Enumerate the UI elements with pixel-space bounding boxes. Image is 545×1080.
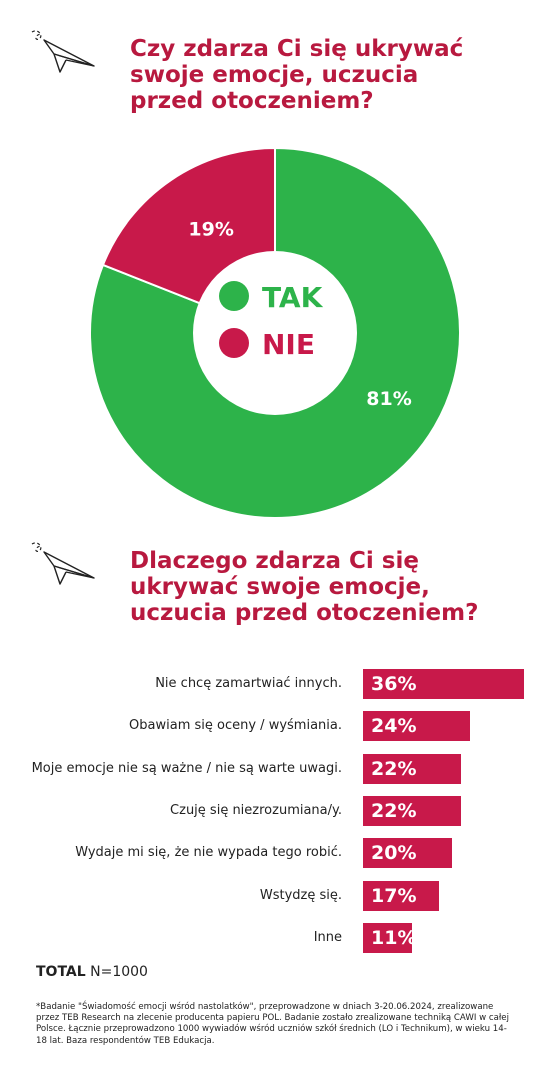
bar: 17%	[363, 880, 439, 911]
bar-row: Obawiam się oceny / wyśmiania. 24%	[0, 711, 545, 742]
total-label: TOTAL	[36, 964, 86, 980]
bar-row: Wydaje mi się, że nie wypada tego robić.…	[0, 838, 545, 869]
bar-value-label: 17%	[371, 884, 417, 907]
total-sample: TOTAL N=1000	[36, 964, 148, 980]
bar: 20%	[363, 838, 452, 869]
bar-category-label: Moje emocje nie są ważne / nie są warte …	[31, 760, 342, 776]
bar-value-label: 22%	[371, 757, 417, 780]
legend-swatch-tak	[219, 281, 249, 311]
question-title-1: Czy zdarza Ci się ukrywać swoje emocje, …	[130, 36, 464, 114]
chart-legend: TAK NIE	[219, 281, 324, 361]
bar-category-label: Obawiam się oceny / wyśmiania.	[129, 718, 342, 734]
question-title-2: Dlaczego zdarza Ci się ukrywać swoje emo…	[130, 548, 479, 626]
footnote: *Badanie "Świadomość emocji wśród nastol…	[36, 1002, 509, 1046]
bar: 22%	[363, 795, 461, 826]
bar-row: Inne 11%	[0, 922, 545, 953]
legend-label-nie: NIE	[262, 328, 315, 361]
bar-category-label: Czuję się niezrozumiana/y.	[170, 802, 342, 818]
bar-value-label: 11%	[371, 926, 417, 949]
bar: 36%	[363, 669, 524, 699]
pie-label-nie: 19%	[188, 218, 233, 240]
bar-value-label: 20%	[371, 842, 417, 865]
donut-chart: 81% 19% TAK NIE	[90, 148, 460, 518]
bar-category-label: Nie chcę zamartwiać innych.	[155, 676, 342, 691]
bar: 22%	[363, 753, 461, 784]
bar-row: Czuję się niezrozumiana/y. 22%	[0, 795, 545, 826]
bar-category-label: Wydaje mi się, że nie wypada tego robić.	[75, 845, 342, 861]
bar-row: Wstydzę się. 17%	[0, 880, 545, 911]
pie-label-tak: 81%	[366, 388, 411, 410]
total-value: N=1000	[90, 964, 148, 980]
bar-row: Moje emocje nie są ważne / nie są warte …	[0, 753, 545, 784]
legend-swatch-nie	[219, 328, 249, 358]
paper-plane-icon	[31, 542, 95, 585]
bar-value-label: 22%	[371, 799, 417, 822]
bar-category-label: Wstydzę się.	[259, 887, 342, 903]
legend-label-tak: TAK	[262, 281, 324, 314]
bar-value-label: 36%	[371, 673, 417, 695]
bar-category-label: Inne	[313, 929, 342, 945]
bar-value-label: 24%	[371, 715, 417, 738]
bar-row: Nie chcę zamartwiać innych. 36%	[0, 669, 545, 699]
paper-plane-icon	[31, 30, 95, 73]
bar: 24%	[363, 711, 470, 742]
bar: 11%	[363, 922, 416, 953]
